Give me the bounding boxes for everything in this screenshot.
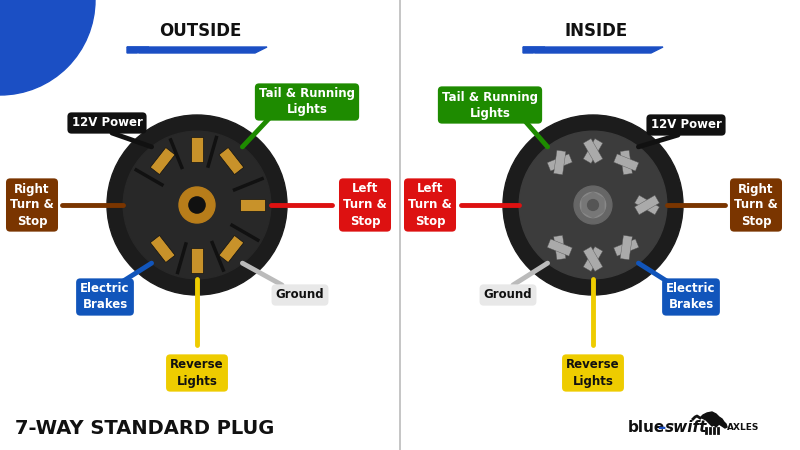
Text: Tail & Running
Lights: Tail & Running Lights	[259, 87, 355, 117]
Bar	[219, 148, 244, 175]
Polygon shape	[700, 412, 727, 428]
Bar	[150, 235, 175, 262]
Polygon shape	[523, 47, 545, 53]
Text: 7-WAY STANDARD PLUG: 7-WAY STANDARD PLUG	[15, 418, 274, 437]
Polygon shape	[127, 17, 267, 47]
Polygon shape	[523, 17, 663, 47]
Text: 12V Power: 12V Power	[71, 117, 142, 130]
Polygon shape	[127, 47, 267, 53]
Circle shape	[0, 0, 95, 95]
Text: Electric
Brakes: Electric Brakes	[80, 283, 130, 311]
Bar	[554, 235, 566, 260]
Bar	[583, 139, 602, 163]
Bar	[620, 150, 632, 175]
Text: Left
Turn &
Stop: Left Turn & Stop	[408, 183, 452, 228]
Bar	[620, 235, 632, 260]
Text: Reverse
Lights: Reverse Lights	[170, 359, 224, 387]
Bar	[219, 235, 244, 262]
Bar	[547, 154, 572, 171]
Bar	[614, 239, 638, 256]
Text: AXLES: AXLES	[727, 423, 759, 432]
Text: Ground: Ground	[276, 288, 324, 302]
Text: INSIDE: INSIDE	[564, 22, 628, 40]
Bar	[583, 139, 602, 163]
Polygon shape	[582, 193, 604, 218]
Bar	[240, 199, 266, 211]
Bar	[583, 247, 602, 271]
Bar	[191, 248, 203, 274]
Circle shape	[503, 115, 683, 295]
Text: Tail & Running
Lights: Tail & Running Lights	[442, 90, 538, 120]
Circle shape	[179, 187, 215, 223]
Text: 12V Power: 12V Power	[650, 118, 722, 131]
Text: Left
Turn &
Stop: Left Turn & Stop	[343, 183, 387, 228]
Bar	[634, 195, 659, 215]
Bar	[614, 154, 638, 171]
Bar	[634, 195, 659, 215]
Circle shape	[519, 131, 666, 279]
Polygon shape	[523, 47, 663, 53]
Bar	[547, 239, 572, 256]
Polygon shape	[127, 47, 149, 53]
Text: –: –	[657, 419, 666, 437]
Bar	[150, 148, 175, 175]
Text: Ground: Ground	[484, 288, 532, 302]
Text: Right
Turn &
Stop: Right Turn & Stop	[10, 183, 54, 228]
Circle shape	[123, 131, 270, 279]
Circle shape	[189, 197, 205, 213]
Circle shape	[581, 193, 606, 218]
Text: Right
Turn &
Stop: Right Turn & Stop	[734, 183, 778, 228]
Circle shape	[107, 115, 287, 295]
Circle shape	[574, 186, 612, 224]
Bar	[583, 247, 602, 271]
Bar	[191, 137, 203, 162]
Text: blue: blue	[628, 420, 666, 436]
Text: OUTSIDE: OUTSIDE	[159, 22, 241, 40]
Text: Electric
Brakes: Electric Brakes	[666, 283, 716, 311]
Text: swift: swift	[665, 420, 707, 436]
Circle shape	[587, 200, 598, 211]
Text: Reverse
Lights: Reverse Lights	[566, 359, 620, 387]
Bar	[554, 150, 566, 175]
